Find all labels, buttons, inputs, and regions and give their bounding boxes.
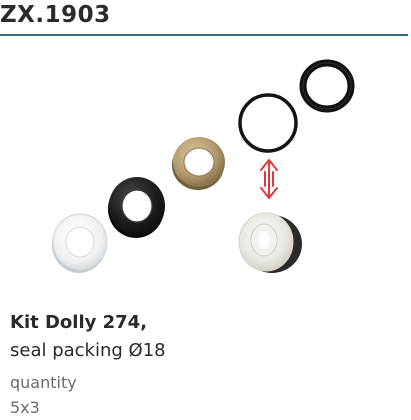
header-divider	[0, 34, 408, 36]
quantity-label: quantity	[10, 373, 77, 392]
double-headed-vertical-arrow-icon	[260, 159, 278, 199]
assembled-seal-packing-icon	[238, 212, 302, 273]
white-ring-icon	[52, 213, 108, 273]
black-seal-ring-icon	[108, 177, 165, 238]
bronze-ring-icon	[172, 137, 225, 190]
quantity-value: 5x3	[10, 398, 40, 417]
product-name-line1[interactable]: Kit Dolly 274,	[10, 312, 148, 333]
product-name-line2[interactable]: seal packing Ø18	[10, 340, 166, 361]
product-code: ZX.1903	[0, 2, 111, 28]
black-o-ring-icon	[299, 59, 355, 113]
o-ring-icon	[238, 93, 298, 153]
product-image	[52, 59, 355, 273]
